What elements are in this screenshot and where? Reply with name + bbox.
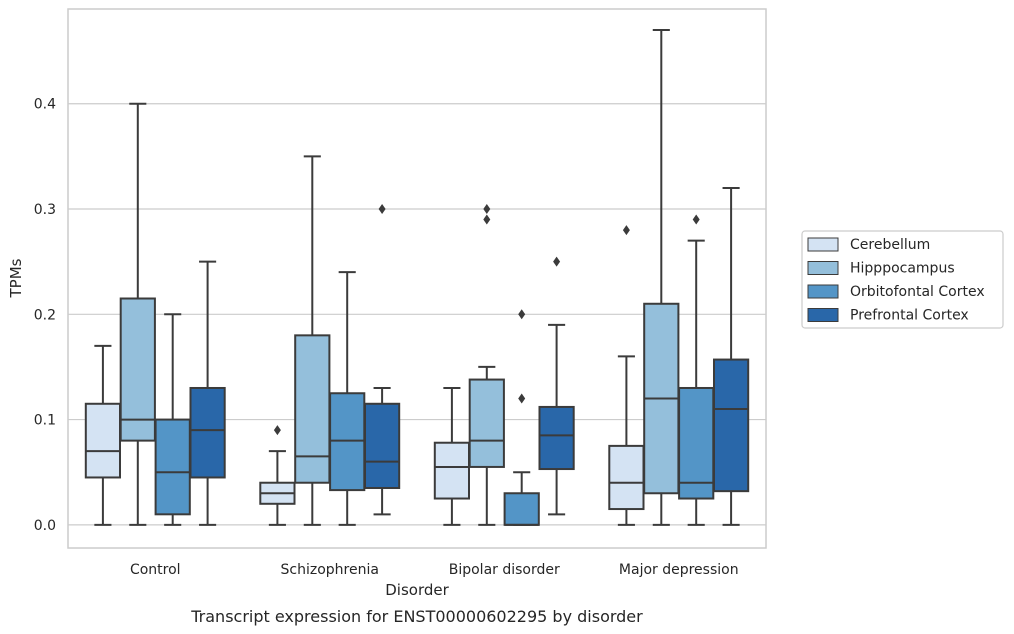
iqr-box xyxy=(189,386,226,479)
box-hipppocampus xyxy=(119,102,156,526)
outlier-point xyxy=(483,204,491,215)
legend-swatch xyxy=(807,261,839,275)
iqr-box xyxy=(329,392,366,492)
box-hipppocampus xyxy=(468,204,505,526)
box-prefrontal-cortex xyxy=(712,186,750,526)
y-tick-label: 0.1 xyxy=(34,413,56,429)
outlier-point xyxy=(692,214,700,225)
box-orbitofontal-cortex xyxy=(329,271,366,526)
outlier-point xyxy=(273,425,281,436)
tick-labels: 0.0 0.1 0.2 0.3 0.4 Control Schizophrenia Bipol… xyxy=(34,97,739,578)
legend-swatch xyxy=(807,308,839,322)
iqr-box xyxy=(608,444,645,511)
iqr-box xyxy=(712,358,750,493)
outlier-point xyxy=(378,204,386,215)
outlier-point xyxy=(518,309,526,320)
figure-caption: Transcript expression for ENST0000060229… xyxy=(190,607,643,626)
x-tick-label: Control xyxy=(130,562,181,578)
x-tick-label: Schizophrenia xyxy=(281,562,379,578)
iqr-box xyxy=(294,334,331,484)
box-orbitofontal-cortex xyxy=(678,214,715,526)
legend: Cerebellum Hipppocampus Orbitofontal Corte… xyxy=(801,230,1004,329)
outlier-point xyxy=(518,393,526,404)
outlier-point xyxy=(622,225,630,236)
box-orbitofontal-cortex xyxy=(154,313,191,526)
legend-label: Hipppocampus xyxy=(850,261,955,277)
iqr-box xyxy=(433,441,471,500)
box-cerebellum xyxy=(608,225,645,526)
iqr-box xyxy=(503,492,540,526)
box-hipppocampus xyxy=(294,155,331,526)
y-tick-label: 0.2 xyxy=(34,307,56,323)
y-axis-title: TPMs xyxy=(7,258,25,298)
box-prefrontal-cortex xyxy=(363,204,401,516)
iqr-box xyxy=(468,378,505,468)
x-tick-label: Bipolar disorder xyxy=(449,562,560,578)
legend-swatch xyxy=(807,284,839,299)
box-cerebellum xyxy=(259,425,296,526)
plot-frame xyxy=(67,8,767,549)
iqr-box xyxy=(84,402,122,479)
legend-label: Cerebellum xyxy=(850,237,930,253)
box-cerebellum xyxy=(433,386,471,526)
box-prefrontal-cortex xyxy=(538,256,575,516)
y-tick-label: 0.3 xyxy=(34,202,56,218)
y-tick-label: 0.4 xyxy=(34,97,56,113)
iqr-box xyxy=(538,405,575,471)
iqr-box xyxy=(154,418,191,516)
iqr-box xyxy=(119,297,156,442)
box-cerebellum xyxy=(84,344,122,526)
x-axis-title: Disorder xyxy=(385,581,449,599)
legend-label: Prefrontal Cortex xyxy=(850,308,969,324)
legend-frame xyxy=(801,230,1004,329)
legend-label: Orbitofontal Cortex xyxy=(850,284,985,300)
outlier-point xyxy=(483,214,491,225)
iqr-box xyxy=(678,386,715,500)
box-hipppocampus xyxy=(643,29,680,526)
box-layer xyxy=(84,29,750,526)
legend-swatch xyxy=(807,237,839,252)
x-tick-label: Major depression xyxy=(619,562,739,578)
box-prefrontal-cortex xyxy=(189,260,226,526)
box-orbitofontal-cortex xyxy=(503,309,540,526)
y-tick-label: 0.0 xyxy=(34,518,56,534)
iqr-box xyxy=(363,402,401,489)
outlier-point xyxy=(553,256,561,267)
